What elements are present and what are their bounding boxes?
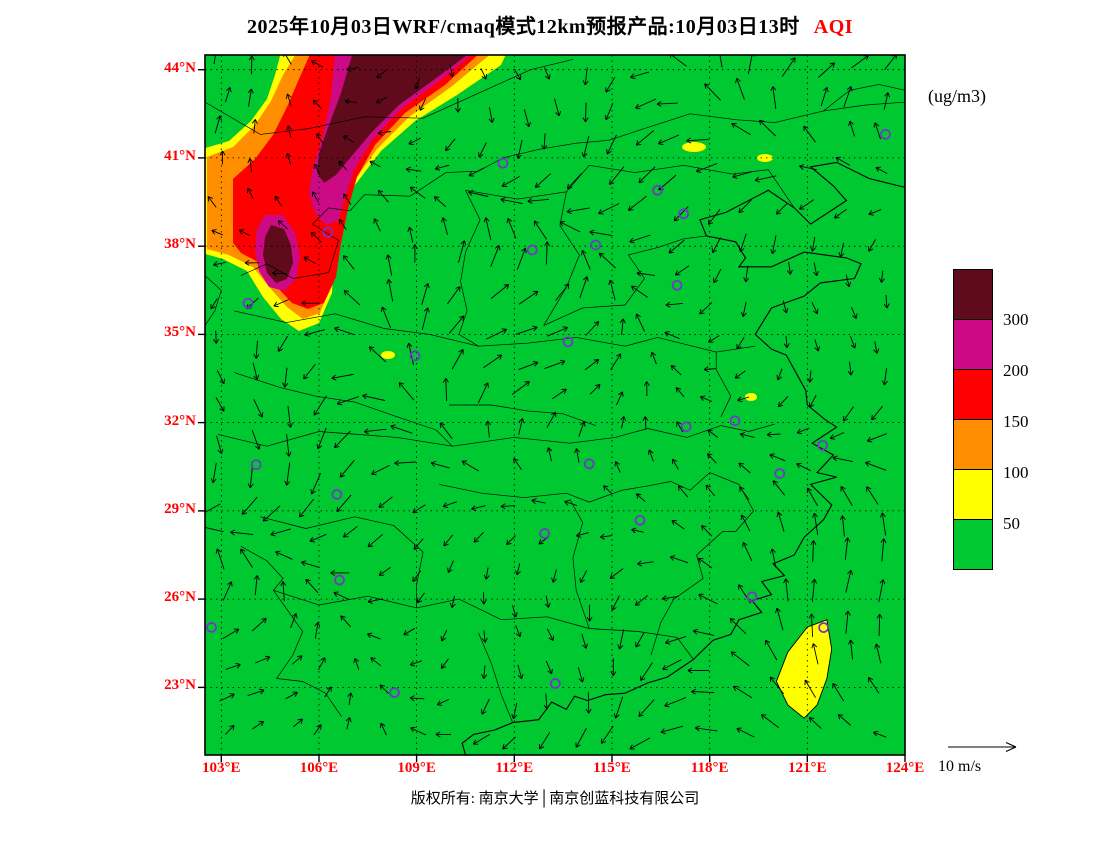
- taiwan-island: [775, 619, 833, 719]
- lat-tick-label: 38°N: [164, 236, 196, 253]
- wind-reference-arrow-icon: [948, 741, 1017, 753]
- lat-tick-label: 41°N: [164, 147, 196, 164]
- wind-reference-label: 10 m/s: [938, 758, 982, 775]
- title-text: 2025年10月03日WRF/cmaq模式12km预报产品:10月03日13时: [246, 16, 800, 38]
- forecast-map: [198, 54, 906, 762]
- wind-vectors: [205, 55, 897, 750]
- colorbar-segment: [953, 269, 993, 320]
- lon-tick-label: 106°E: [299, 760, 339, 776]
- colorbar-segment: [953, 519, 993, 570]
- lat-tick-label: 32°N: [164, 412, 196, 429]
- lon-tick-label: 118°E: [690, 760, 729, 776]
- lon-tick-label: 121°E: [788, 760, 827, 776]
- lat-tick-label: 35°N: [164, 324, 196, 341]
- lon-tick-label: 103°E: [202, 760, 241, 776]
- colorbar-level-label: 300: [1003, 310, 1029, 329]
- lat-tick-label: 44°N: [164, 59, 196, 76]
- map-frame: [204, 54, 906, 756]
- axis-ticks: [198, 68, 906, 762]
- wind-reference: 10 m/s: [938, 738, 1028, 776]
- lon-tick-label: 112°E: [495, 760, 534, 776]
- units-label: (ug/m3): [928, 86, 986, 106]
- lat-tick-label: 23°N: [164, 677, 196, 694]
- colorbar-level-label: 200: [1003, 361, 1029, 380]
- lon-tick-label: 124°E: [885, 760, 925, 776]
- page-title: 2025年10月03日WRF/cmaq模式12km预报产品:10月03日13时 A…: [100, 10, 1000, 39]
- colorbar-segment: [953, 369, 993, 420]
- colorbar: [953, 269, 993, 570]
- city-markers: [206, 129, 891, 698]
- lat-tick-label: 26°N: [164, 589, 196, 606]
- lon-tick-label: 109°E: [397, 760, 436, 776]
- province-borders: [204, 59, 906, 723]
- lat-tick-label: 29°N: [164, 500, 196, 517]
- colorbar-level-label: 50: [1003, 514, 1020, 533]
- colorbar-level-label: 100: [1003, 463, 1029, 482]
- title-variable-label: AQI: [813, 16, 854, 38]
- colorbar-segment: [953, 419, 993, 470]
- aqi-plume-layers: [205, 55, 773, 401]
- colorbar-level-label: 150: [1003, 412, 1029, 431]
- copyright: 版权所有: 南京大学│南京创蓝科技有限公司: [410, 791, 700, 807]
- colorbar-segment: [953, 319, 993, 370]
- colorbar-segment: [953, 469, 993, 520]
- lon-tick-label: 115°E: [593, 760, 631, 776]
